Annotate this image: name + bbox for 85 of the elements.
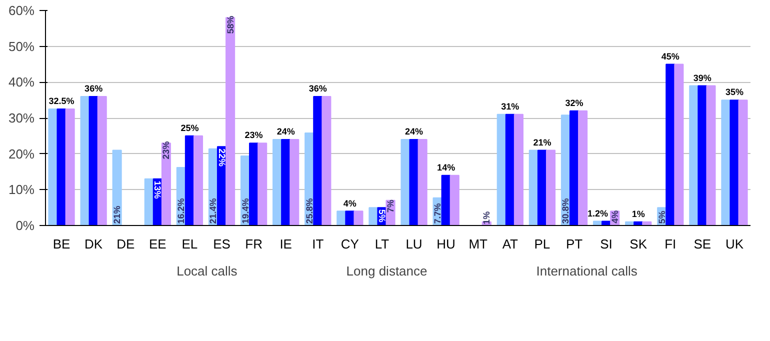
bar	[418, 139, 428, 226]
x-tick-label: FI	[664, 236, 676, 252]
data-label: 24%	[405, 126, 424, 137]
y-tick-label: 60%	[8, 3, 35, 18]
data-label: 39%	[693, 72, 712, 83]
data-label: 35%	[725, 87, 744, 98]
y-tick-label: 40%	[8, 74, 35, 90]
bar	[290, 139, 300, 226]
data-label: 25%	[180, 123, 199, 134]
data-label: 1%	[632, 209, 645, 220]
data-label: 32.5%	[48, 96, 74, 106]
x-tick-label: MT	[468, 236, 488, 252]
bar	[546, 150, 556, 226]
bar	[354, 210, 364, 226]
bar	[161, 142, 171, 226]
data-label: 45%	[661, 51, 680, 62]
x-tick-label: EL	[182, 236, 198, 252]
x-tick-label: SE	[694, 236, 712, 252]
x-tick-label: ES	[213, 236, 231, 252]
x-tick-label: SK	[630, 236, 648, 252]
y-tick-label: 30%	[8, 110, 35, 126]
y-tick-label: 20%	[8, 146, 35, 162]
data-label: 30.8%	[560, 198, 571, 224]
text: Long distance	[346, 264, 428, 278]
data-label: 19.4%	[240, 198, 250, 224]
data-label: 16.2%	[176, 198, 186, 224]
data-label: 4%	[343, 198, 356, 208]
data-label: 21%	[112, 206, 122, 224]
x-tick-label: BE	[52, 236, 71, 252]
bar	[738, 100, 748, 226]
data-label: 1%	[482, 211, 492, 224]
y-tick-label: 50%	[8, 38, 35, 54]
bar	[322, 96, 332, 226]
data-label: 25.8%	[304, 198, 314, 224]
bar	[450, 174, 460, 226]
x-tick-label: SI	[600, 236, 612, 252]
bar	[48, 108, 58, 226]
data-label: 7%	[386, 200, 396, 213]
data-label: 36%	[84, 84, 103, 94]
data-label: 23%	[161, 141, 172, 160]
x-tick-label: LU	[406, 236, 422, 252]
x-tick-label: CY	[340, 236, 360, 252]
text: Local calls	[176, 264, 238, 278]
bar	[400, 139, 410, 226]
bar	[258, 142, 268, 226]
bar	[578, 110, 588, 226]
data-label: 21%	[533, 137, 552, 148]
bar	[193, 135, 204, 226]
bar	[65, 108, 75, 226]
x-tick-label: AT	[502, 236, 518, 252]
data-label: 4%	[610, 210, 620, 224]
x-tick-label: LT	[374, 236, 390, 252]
data-label: 5%	[376, 209, 387, 222]
bar	[674, 64, 684, 226]
bar	[730, 100, 740, 226]
data-label: 1.2%	[587, 208, 608, 218]
data-label: 32%	[565, 98, 584, 108]
x-tick-label: HU	[436, 236, 456, 252]
data-label: 5%	[656, 210, 667, 224]
data-label: 23%	[244, 130, 263, 140]
x-tick-label: FR	[245, 236, 262, 252]
data-label: 31%	[501, 102, 520, 112]
data-label: 58%	[225, 16, 236, 34]
data-label: 14%	[437, 162, 456, 172]
data-label: 13%	[152, 180, 163, 199]
data-label: 36%	[308, 84, 327, 94]
bar	[97, 96, 107, 226]
data-label: 22%	[216, 148, 227, 166]
data-label: 21.4%	[208, 198, 218, 224]
y-tick-label: 0%	[16, 218, 35, 233]
x-tick-label: IT	[312, 236, 324, 252]
x-tick-label: PL	[534, 236, 550, 252]
x-tick-label: UK	[725, 236, 744, 252]
x-tick-label: DK	[84, 236, 103, 252]
bar	[226, 17, 236, 226]
bar	[514, 114, 524, 226]
bar	[706, 85, 716, 226]
x-tick-label: DE	[116, 236, 135, 252]
data-label: 7.7%	[432, 203, 443, 224]
x-tick-label: EE	[148, 236, 167, 252]
y-tick-label: 10%	[8, 182, 35, 198]
x-tick-label: IE	[280, 236, 292, 252]
text: International calls	[536, 264, 638, 278]
x-tick-label: PT	[566, 236, 583, 252]
data-label: 24%	[276, 126, 295, 137]
